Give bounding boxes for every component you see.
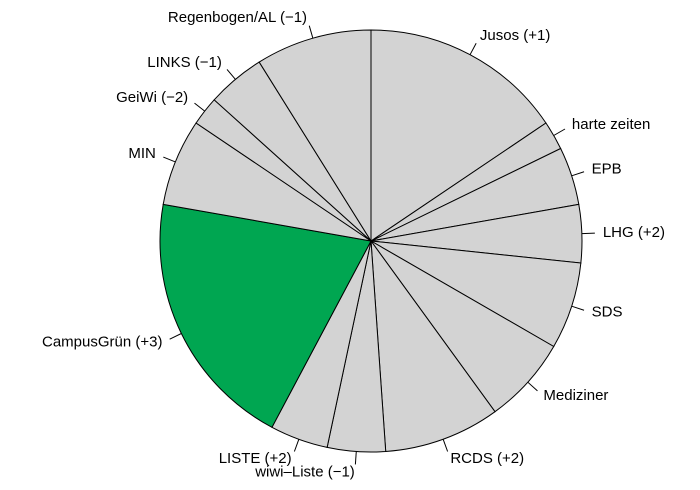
slice-labels: Jusos (+1) harte zeiten EPB LHG (+2) SDS Medi… (42, 9, 665, 480)
label-tick (527, 381, 538, 392)
label-tick (293, 439, 300, 452)
slice-label-harte-zeiten: harte zeiten (572, 116, 650, 133)
slice-label-jusos-1: Jusos (+1) (480, 27, 550, 44)
slice-label-geiwi-2: GeiWi (−2) (116, 89, 188, 106)
slice-label-links-1: LINKS (−1) (147, 54, 222, 71)
label-tick (354, 451, 357, 465)
slice-label-regenbogen-al-1: Regenbogen/AL (−1) (168, 9, 307, 26)
label-tick (308, 25, 314, 39)
label-tick (226, 69, 236, 80)
slice-label-lhg-2: LHG (+2) (603, 224, 665, 241)
label-tick (163, 156, 176, 163)
slice-label-rcds-2: RCDS (+2) (450, 450, 524, 467)
slice-label-wiwi-liste-1: wiwi–Liste (−1) (254, 463, 355, 480)
pie-slices (159, 29, 583, 453)
label-tick (469, 42, 477, 55)
label-tick (571, 171, 585, 177)
slice-label-campusgr-n-3: CampusGrün (+3) (42, 334, 162, 351)
label-tick (553, 128, 566, 136)
label-tick (571, 305, 585, 311)
pie-slice-campusgr-n-3 (159, 203, 372, 428)
slice-label-min: MIN (128, 145, 156, 162)
slice-label-sds: SDS (592, 304, 623, 321)
slice-label-mediziner: Mediziner (543, 387, 608, 404)
slice-label-epb: EPB (592, 160, 622, 177)
label-tick (169, 333, 182, 340)
pie-slice-regenbogen-al-1 (258, 29, 372, 243)
label-tick (442, 439, 449, 452)
label-tick (194, 102, 206, 112)
label-ticks (163, 25, 595, 465)
slice-label-liste-2: LISTE (+2) (219, 450, 292, 467)
